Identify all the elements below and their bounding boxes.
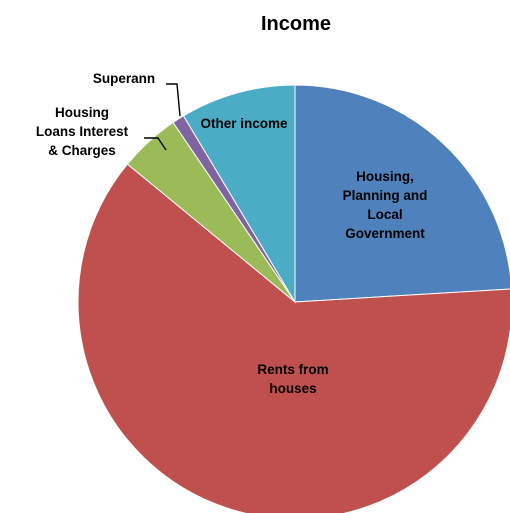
leader-lines [144, 83, 181, 151]
pie-slice-rents-from-houses [77, 163, 510, 513]
slice-labels: Housing, Planning and Local Government Rents… [36, 71, 428, 396]
pie-slice-other-income [182, 84, 296, 304]
pie-slices [77, 84, 510, 513]
chart-title: Income [261, 13, 331, 35]
slice-label-other-income: Other income [200, 116, 288, 131]
leader-line-housing-loans [144, 137, 167, 151]
slice-label-rents-from-houses: Rents from houses [257, 362, 328, 396]
leader-line-superann [166, 83, 181, 117]
slice-label-housing-loans-interest-charges: Housing Loans Interest & Charges [36, 105, 129, 158]
slice-label-superann: Superann [93, 71, 155, 86]
slice-label-housing-planning-and-local-government: Housing, Planning and Local Government [343, 169, 428, 241]
pie-slice-housing-planning-and-local-government [294, 84, 510, 303]
